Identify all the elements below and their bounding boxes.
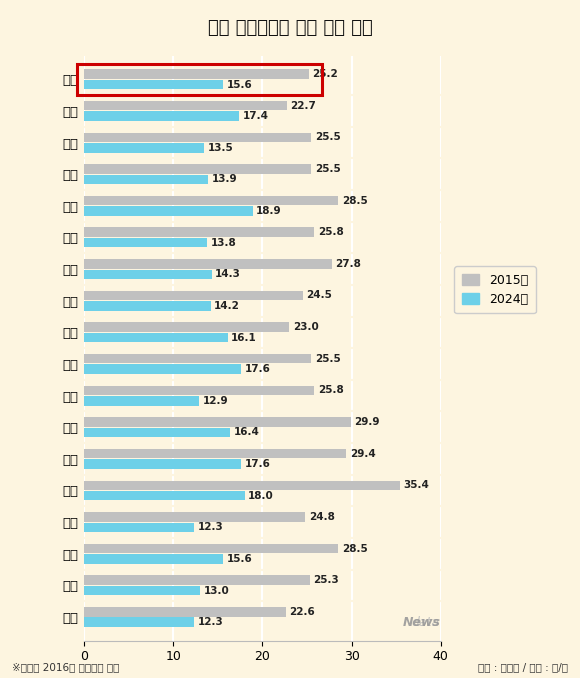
- Bar: [84, 291, 303, 300]
- Text: News: News: [403, 616, 441, 629]
- Text: ※세종시 2016년 측정자료 기준: ※세종시 2016년 측정자료 기준: [12, 662, 119, 673]
- Text: 25.5: 25.5: [315, 354, 341, 364]
- Text: 25.8: 25.8: [318, 227, 343, 237]
- Bar: [84, 196, 338, 205]
- Bar: [84, 101, 287, 111]
- Bar: [84, 80, 223, 89]
- Text: 27.8: 27.8: [336, 259, 361, 269]
- Bar: [84, 417, 351, 426]
- Text: 17.4: 17.4: [243, 111, 269, 121]
- Bar: [84, 322, 289, 332]
- Bar: [84, 544, 338, 553]
- Text: 13.0: 13.0: [204, 586, 229, 595]
- Text: 12.3: 12.3: [197, 617, 223, 627]
- Text: 14.3: 14.3: [215, 269, 241, 279]
- Text: 25.5: 25.5: [315, 164, 341, 174]
- Bar: [84, 270, 212, 279]
- Text: 25.8: 25.8: [318, 385, 343, 395]
- Text: 28.5: 28.5: [342, 544, 368, 553]
- Text: 24.8: 24.8: [309, 512, 335, 522]
- Text: 17.6: 17.6: [245, 364, 270, 374]
- Bar: [84, 259, 332, 268]
- Bar: [84, 143, 205, 153]
- Text: data: data: [411, 616, 439, 629]
- Bar: [84, 333, 228, 342]
- Text: 14.2: 14.2: [214, 301, 240, 311]
- Text: 23.0: 23.0: [293, 322, 318, 332]
- Bar: [84, 428, 230, 437]
- Text: 25.2: 25.2: [313, 69, 338, 79]
- Bar: [84, 512, 305, 521]
- Text: 25.5: 25.5: [315, 132, 341, 142]
- Text: 12.9: 12.9: [202, 396, 229, 406]
- Text: 24.5: 24.5: [306, 290, 332, 300]
- Bar: [84, 164, 311, 174]
- Bar: [84, 459, 241, 468]
- Text: 16.1: 16.1: [231, 332, 257, 342]
- Bar: [84, 175, 208, 184]
- Bar: [84, 301, 211, 311]
- Text: 16.4: 16.4: [234, 427, 260, 437]
- Bar: [84, 607, 285, 616]
- Bar: [84, 491, 245, 500]
- Bar: [84, 228, 314, 237]
- Bar: [84, 111, 240, 121]
- Bar: [84, 365, 241, 374]
- Text: 35.4: 35.4: [403, 480, 429, 490]
- Bar: [84, 481, 400, 490]
- Bar: [84, 576, 310, 585]
- Text: 15.6: 15.6: [227, 79, 252, 89]
- Bar: [84, 386, 314, 395]
- Bar: [84, 554, 223, 563]
- Text: 29.4: 29.4: [350, 449, 376, 458]
- Text: 13.9: 13.9: [212, 174, 237, 184]
- Text: 15.6: 15.6: [227, 554, 252, 564]
- Text: 28.5: 28.5: [342, 196, 368, 205]
- Bar: [84, 133, 311, 142]
- Text: 29.9: 29.9: [354, 417, 380, 427]
- Text: 자료 : 환경부 / 단위 : ㎦/㎥: 자료 : 환경부 / 단위 : ㎦/㎥: [478, 662, 568, 673]
- Legend: 2015년, 2024년: 2015년, 2024년: [454, 266, 536, 313]
- Text: 22.7: 22.7: [290, 101, 316, 111]
- Text: 17.6: 17.6: [245, 459, 270, 469]
- Bar: [84, 396, 199, 405]
- Text: 18.9: 18.9: [256, 206, 282, 216]
- Bar: [84, 449, 346, 458]
- Bar: [84, 69, 309, 79]
- Bar: [84, 238, 207, 247]
- Bar: [84, 354, 311, 363]
- Bar: [84, 523, 194, 532]
- Text: 13.8: 13.8: [211, 238, 237, 247]
- Text: 22.6: 22.6: [289, 607, 315, 617]
- Text: 12.3: 12.3: [197, 522, 223, 532]
- Bar: [84, 206, 253, 216]
- Text: 전국 초미세먼지 농도 변화 추이: 전국 초미세먼지 농도 변화 추이: [208, 19, 372, 37]
- Text: 18.0: 18.0: [248, 491, 274, 500]
- Bar: [84, 586, 200, 595]
- Text: 25.3: 25.3: [313, 575, 339, 585]
- Text: 13.5: 13.5: [208, 143, 234, 153]
- Bar: [84, 618, 194, 627]
